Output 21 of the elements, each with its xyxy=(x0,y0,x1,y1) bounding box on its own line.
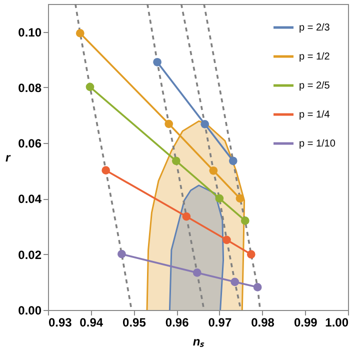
x-tick-label: 1.00 xyxy=(325,316,349,330)
x-tick-label: 0.98 xyxy=(251,316,275,330)
legend-label: p = 1/2 xyxy=(299,52,330,62)
legend-label: p = 2/3 xyxy=(299,22,330,34)
legend-label: p = 1/4 xyxy=(299,110,330,120)
x-tick-label: 0.97 xyxy=(208,316,232,330)
x-axis-title: nₛ xyxy=(192,334,206,348)
y-axis-title: r xyxy=(5,150,12,164)
legend-label: p = 1/10 xyxy=(299,138,336,150)
y-tick-label: 0.04 xyxy=(18,192,42,206)
x-tick-label: 0.99 xyxy=(294,316,318,330)
y-tick-label: 0.02 xyxy=(18,248,42,262)
x-tick-label: 0.93 xyxy=(48,316,72,330)
x-tick-label: 0.96 xyxy=(165,316,190,330)
x-tick-label: 0.95 xyxy=(122,316,146,330)
x-tick-label: 0.94 xyxy=(80,316,104,330)
y-tick-label: 0.00 xyxy=(18,304,42,318)
y-tick-label: 0.08 xyxy=(18,80,42,95)
legend-label: p = 2/5 xyxy=(299,80,330,92)
y-tick-label: 0.10 xyxy=(18,25,42,40)
y-tick-label: 0.06 xyxy=(18,136,42,151)
